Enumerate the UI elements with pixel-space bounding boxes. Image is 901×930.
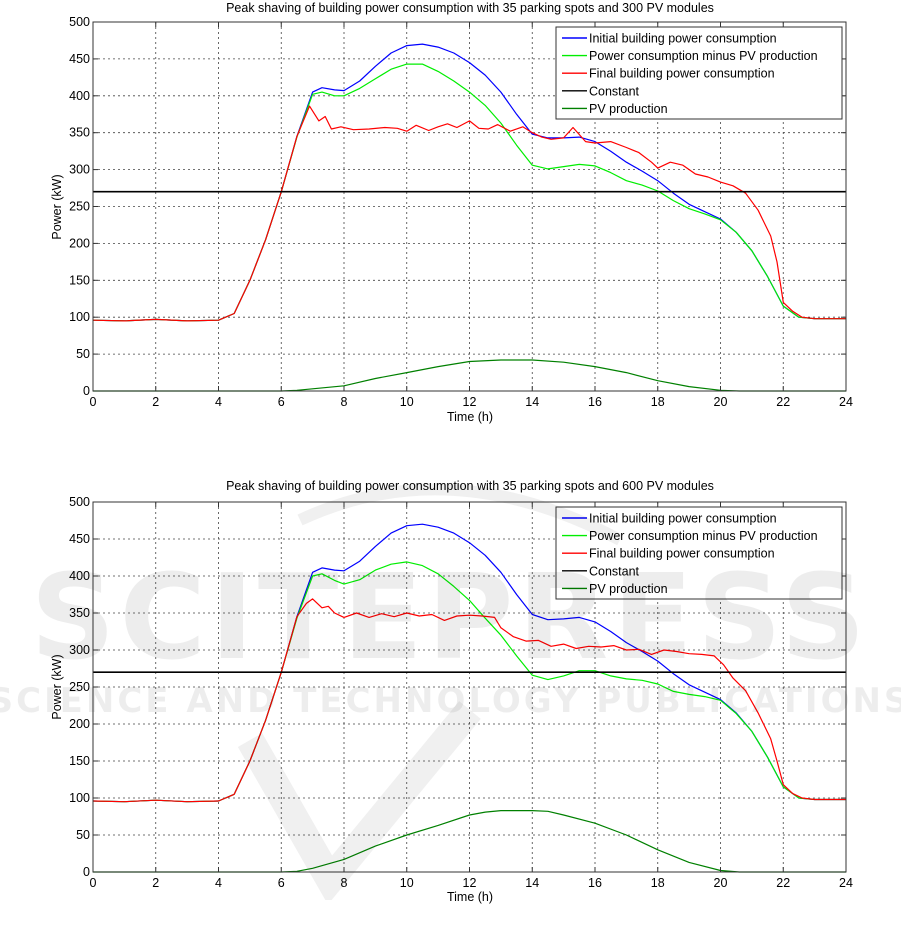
x-tick-label: 24 [839, 876, 853, 890]
series-line-pv-production [93, 359, 846, 392]
x-tick-label: 18 [651, 876, 665, 890]
series-line-final-building-power-consumption [92, 598, 846, 803]
legend-box [555, 506, 843, 600]
x-axis-label: Time (h) [447, 890, 493, 904]
legend-label: Power consumption minus PV production [589, 529, 818, 543]
x-tick-label: 6 [278, 876, 285, 890]
legend-label: Initial building power consumption [589, 512, 777, 526]
chart-300-pv-modules: Peak shaving of building power consumpti… [0, 0, 901, 450]
x-tick-label: 0 [90, 876, 97, 890]
legend-label: Constant [589, 564, 640, 578]
y-tick-label: 0 [83, 384, 90, 398]
x-tick-label: 16 [588, 876, 602, 890]
y-tick-label: 250 [69, 680, 90, 694]
y-tick-label: 400 [69, 89, 90, 103]
y-tick-label: 150 [69, 273, 90, 287]
x-tick-label: 12 [463, 876, 477, 890]
y-tick-label: 250 [69, 200, 90, 214]
x-tick-label: 20 [714, 395, 728, 409]
y-tick-label: 200 [69, 717, 90, 731]
y-tick-label: 100 [69, 310, 90, 324]
x-tick-label: 6 [278, 395, 285, 409]
chart-svg: Peak shaving of building power consumpti… [50, 480, 853, 904]
legend-label: PV production [589, 582, 668, 596]
x-tick-label: 12 [463, 395, 477, 409]
x-axis-label: Time (h) [447, 410, 493, 424]
series-line-final-building-power-consumption [92, 105, 846, 322]
legend-label: Constant [589, 84, 640, 98]
legend-label: Final building power consumption [589, 67, 775, 81]
y-tick-label: 300 [69, 163, 90, 177]
y-tick-label: 350 [69, 126, 90, 140]
x-tick-label: 4 [215, 876, 222, 890]
y-tick-label: 150 [69, 754, 90, 768]
x-tick-label: 2 [152, 876, 159, 890]
x-tick-label: 10 [400, 876, 414, 890]
y-tick-label: 300 [69, 643, 90, 657]
y-tick-label: 0 [83, 865, 90, 879]
y-tick-label: 500 [69, 495, 90, 509]
x-tick-label: 10 [400, 395, 414, 409]
y-tick-label: 200 [69, 236, 90, 250]
x-tick-label: 14 [525, 395, 539, 409]
chart-svg: Peak shaving of building power consumpti… [50, 1, 853, 424]
y-tick-label: 350 [69, 606, 90, 620]
x-tick-label: 0 [90, 395, 97, 409]
y-tick-label: 450 [69, 52, 90, 66]
y-tick-label: 450 [69, 532, 90, 546]
y-tick-label: 50 [76, 347, 90, 361]
y-tick-label: 500 [69, 15, 90, 29]
y-axis-label: Power (kW) [50, 654, 64, 719]
x-tick-label: 8 [341, 876, 348, 890]
y-tick-label: 400 [69, 569, 90, 583]
chart-title: Peak shaving of building power consumpti… [226, 480, 714, 493]
x-tick-label: 22 [776, 395, 790, 409]
x-tick-label: 22 [776, 876, 790, 890]
legend-box [555, 26, 843, 120]
x-tick-label: 20 [714, 876, 728, 890]
x-tick-label: 24 [839, 395, 853, 409]
y-tick-label: 50 [76, 828, 90, 842]
legend-label: Initial building power consumption [589, 32, 777, 46]
chart-600-pv-modules: Peak shaving of building power consumpti… [0, 480, 901, 930]
legend-label: PV production [589, 102, 668, 116]
x-tick-label: 16 [588, 395, 602, 409]
chart-title: Peak shaving of building power consumpti… [226, 1, 714, 15]
x-tick-label: 2 [152, 395, 159, 409]
y-axis-label: Power (kW) [50, 174, 64, 239]
x-tick-label: 8 [341, 395, 348, 409]
series-line-pv-production [93, 810, 846, 873]
x-tick-label: 18 [651, 395, 665, 409]
legend-label: Final building power consumption [589, 547, 775, 561]
y-tick-label: 100 [69, 791, 90, 805]
x-tick-label: 14 [525, 876, 539, 890]
legend-label: Power consumption minus PV production [589, 49, 818, 63]
x-tick-label: 4 [215, 395, 222, 409]
